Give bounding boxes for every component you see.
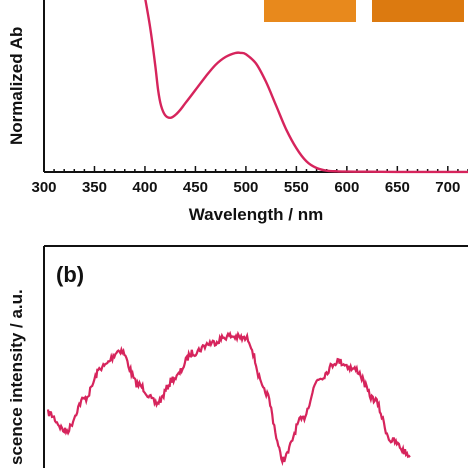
inset-swatch-2 xyxy=(372,0,464,22)
panel-a-series-line xyxy=(144,0,468,174)
panel-a-x-axis-title: Wavelength / nm xyxy=(189,205,323,224)
panel-a-y-axis-title: Normalized Ab xyxy=(7,27,26,145)
panel-b-label: (b) xyxy=(56,262,84,287)
panel-a-x-tick-label: 500 xyxy=(233,179,258,196)
panel-a-x-tick-label: 550 xyxy=(284,179,309,196)
panel-a-x-tick-label: 350 xyxy=(82,179,107,196)
panel-a-x-tick-label: 300 xyxy=(31,179,56,196)
panel-b: (b) scence intensity / a.u. xyxy=(7,245,468,468)
panel-a-tick-labels: 300 350 400 450 500 550 600 650 700 xyxy=(31,179,460,196)
panel-a-x-tick-label: 650 xyxy=(385,179,410,196)
inset-swatch-1 xyxy=(264,0,356,22)
panel-a-x-tick-label: 400 xyxy=(132,179,157,196)
panel-a-ticks xyxy=(43,166,468,172)
panel-a-x-tick-label: 450 xyxy=(183,179,208,196)
panel-b-y-axis-title: scence intensity / a.u. xyxy=(7,289,26,465)
panel-a-x-tick-label: 600 xyxy=(334,179,359,196)
panel-a-x-tick-label: 700 xyxy=(435,179,460,196)
panel-a: 300 350 400 450 500 550 600 650 700 Normalized A… xyxy=(7,0,468,224)
panel-b-series-line xyxy=(46,330,411,467)
